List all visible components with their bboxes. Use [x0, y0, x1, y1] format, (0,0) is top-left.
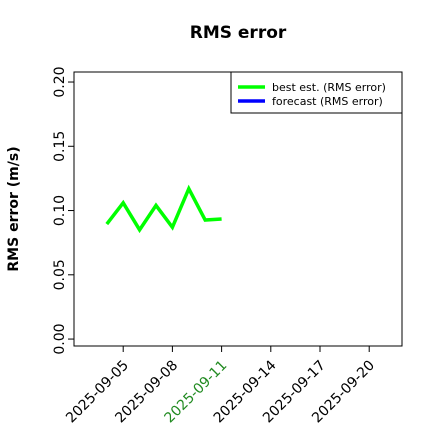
chart-title: RMS error — [190, 23, 287, 43]
y-tick-label: 0.20 — [52, 66, 68, 97]
y-tick-label: 0.00 — [52, 323, 68, 354]
legend-box — [230, 71, 403, 114]
y-axis-label: RMS error (m/s) — [6, 146, 22, 271]
legend: best est. (RMS error)forecast (RMS error… — [230, 71, 403, 114]
y-tick-label: 0.15 — [52, 131, 68, 162]
y-tick-label: 0.05 — [52, 259, 68, 290]
y-tick-label: 0.10 — [52, 195, 68, 226]
legend-label: best est. (RMS error) — [272, 81, 386, 94]
legend-label: forecast (RMS error) — [272, 95, 383, 108]
data-line — [105, 184, 222, 234]
